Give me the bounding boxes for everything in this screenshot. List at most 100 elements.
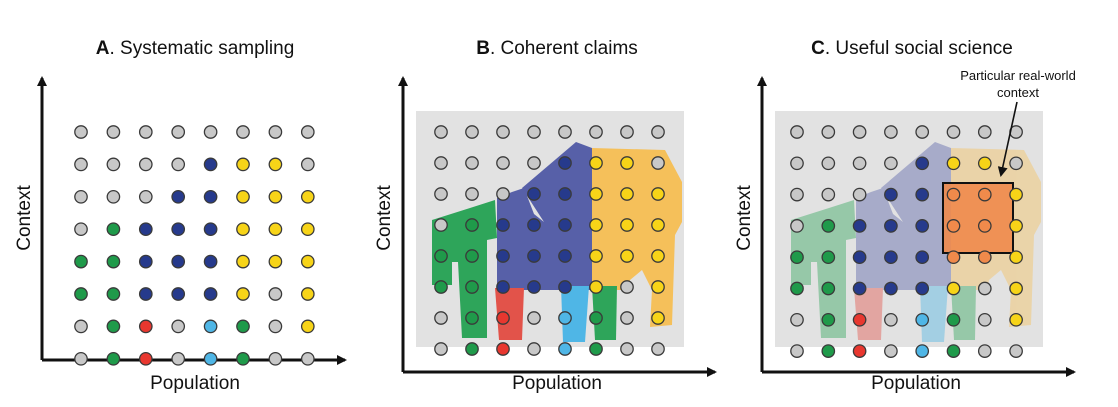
dot-green bbox=[821, 344, 836, 358]
dot-yellow bbox=[268, 254, 283, 269]
dot-yellow bbox=[268, 189, 283, 204]
dot-gray bbox=[884, 125, 898, 139]
dot-yellow bbox=[620, 218, 634, 232]
dot-green bbox=[465, 342, 479, 356]
dot-red bbox=[496, 342, 510, 356]
dot-gray bbox=[620, 280, 634, 294]
dot-yellow bbox=[589, 280, 603, 294]
dot-gray bbox=[651, 342, 665, 356]
dot-navy bbox=[915, 281, 930, 296]
dot-navy bbox=[527, 218, 541, 232]
dot-green bbox=[465, 280, 479, 294]
panel-c-letter: C bbox=[811, 38, 825, 59]
dot-gray bbox=[977, 312, 992, 327]
dot-navy bbox=[203, 157, 218, 172]
dot-gray bbox=[651, 125, 665, 139]
dot-navy bbox=[171, 189, 186, 204]
dot-gray bbox=[434, 156, 448, 170]
dot-gray bbox=[465, 125, 479, 139]
dot-gray bbox=[527, 156, 541, 170]
dot-gray bbox=[434, 218, 448, 232]
dot-yellow bbox=[651, 280, 665, 294]
dot-gray bbox=[74, 319, 88, 334]
dot-gray bbox=[527, 125, 541, 139]
dot-navy bbox=[558, 187, 572, 201]
dot-gray bbox=[171, 125, 186, 139]
dot-red bbox=[852, 344, 867, 358]
dot-yellow bbox=[977, 250, 992, 265]
dot-gray bbox=[138, 157, 153, 172]
dot-yellow bbox=[236, 222, 250, 237]
dot-navy bbox=[884, 281, 898, 296]
dot-yellow bbox=[268, 222, 283, 237]
dot-gray bbox=[821, 187, 836, 202]
annotation-line-2: context bbox=[997, 85, 1039, 100]
dot-gray bbox=[106, 157, 121, 172]
dot-gray bbox=[558, 125, 572, 139]
dot-yellow bbox=[977, 187, 992, 202]
elephant-front-leg bbox=[495, 288, 524, 340]
dot-gray bbox=[651, 156, 665, 170]
dot-green bbox=[434, 249, 448, 263]
dot-gray bbox=[790, 344, 804, 358]
panel-c-y-label: Context bbox=[734, 185, 755, 251]
dot-gray bbox=[465, 156, 479, 170]
dot-gray bbox=[434, 311, 448, 325]
dot-gray bbox=[300, 351, 315, 366]
dot-green bbox=[106, 287, 121, 301]
dot-gray bbox=[171, 319, 186, 334]
dot-gray bbox=[496, 187, 510, 201]
dot-green bbox=[946, 344, 961, 358]
dot-navy bbox=[527, 249, 541, 263]
panel-a: A. Systematic sampling Population Contex… bbox=[14, 38, 347, 394]
dot-gray bbox=[300, 125, 315, 139]
dot-green bbox=[589, 342, 603, 356]
dot-navy bbox=[915, 156, 930, 171]
dot-green bbox=[465, 218, 479, 232]
dot-gray bbox=[74, 125, 88, 139]
dot-gray bbox=[790, 187, 804, 202]
annotation-line-1: Particular real-world bbox=[960, 68, 1076, 83]
dot-navy bbox=[496, 249, 510, 263]
dot-gray bbox=[171, 351, 186, 366]
dot-navy bbox=[203, 222, 218, 237]
dot-gray bbox=[106, 125, 121, 139]
panel-b-letter: B bbox=[476, 38, 490, 59]
dot-yellow bbox=[977, 219, 992, 233]
dot-navy bbox=[915, 219, 930, 233]
dot-gray bbox=[790, 156, 804, 171]
dot-green bbox=[790, 281, 804, 296]
dot-navy bbox=[527, 280, 541, 294]
dot-gray bbox=[203, 125, 218, 139]
dot-yellow bbox=[300, 222, 315, 237]
dot-gray bbox=[138, 125, 153, 139]
dot-yellow bbox=[946, 156, 961, 171]
panel-a-dot-grid bbox=[74, 125, 315, 366]
dot-navy bbox=[915, 187, 930, 202]
dot-navy bbox=[203, 254, 218, 269]
dot-cyan bbox=[203, 319, 218, 334]
dot-gray bbox=[74, 157, 88, 172]
dot-yellow bbox=[1009, 187, 1023, 202]
dot-green bbox=[589, 311, 603, 325]
panel-c-dot-grid bbox=[790, 125, 1023, 358]
elephant-front-leg bbox=[854, 288, 883, 340]
dot-gray bbox=[977, 344, 992, 358]
dot-gray bbox=[977, 125, 992, 139]
elephant-mid-leg bbox=[920, 286, 948, 342]
dot-gray bbox=[915, 125, 930, 139]
dot-gray bbox=[106, 189, 121, 204]
dot-gray bbox=[527, 311, 541, 325]
dot-green bbox=[821, 312, 836, 327]
dot-green bbox=[465, 249, 479, 263]
dot-gray bbox=[434, 187, 448, 201]
dot-green bbox=[236, 319, 250, 334]
dot-gray bbox=[620, 342, 634, 356]
dot-navy bbox=[203, 287, 218, 301]
dot-yellow bbox=[1009, 250, 1023, 265]
panel-c: C. Useful social science Population Cont… bbox=[734, 38, 1076, 394]
dot-cyan bbox=[915, 344, 930, 358]
dot-cyan bbox=[203, 351, 218, 366]
dot-gray bbox=[1009, 344, 1023, 358]
dot-green bbox=[106, 351, 121, 366]
